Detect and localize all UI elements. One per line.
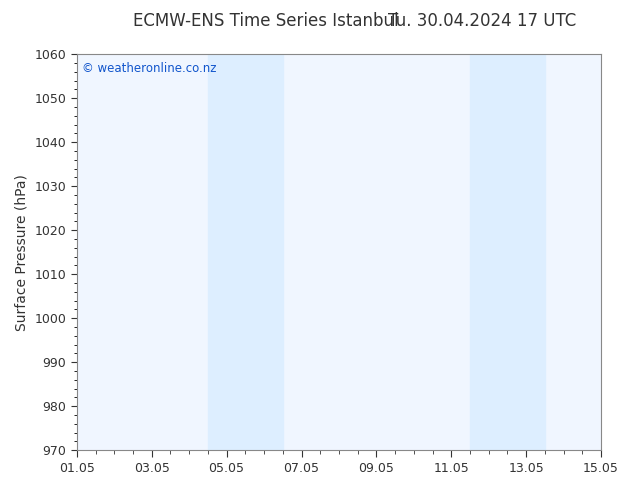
Text: © weatheronline.co.nz: © weatheronline.co.nz [82, 62, 217, 75]
Y-axis label: Surface Pressure (hPa): Surface Pressure (hPa) [15, 174, 29, 331]
Bar [208, 54, 283, 450]
Text: Tu. 30.04.2024 17 UTC: Tu. 30.04.2024 17 UTC [388, 12, 576, 30]
Text: ECMW-ENS Time Series Istanbul: ECMW-ENS Time Series Istanbul [134, 12, 399, 30]
Bar [470, 54, 545, 450]
